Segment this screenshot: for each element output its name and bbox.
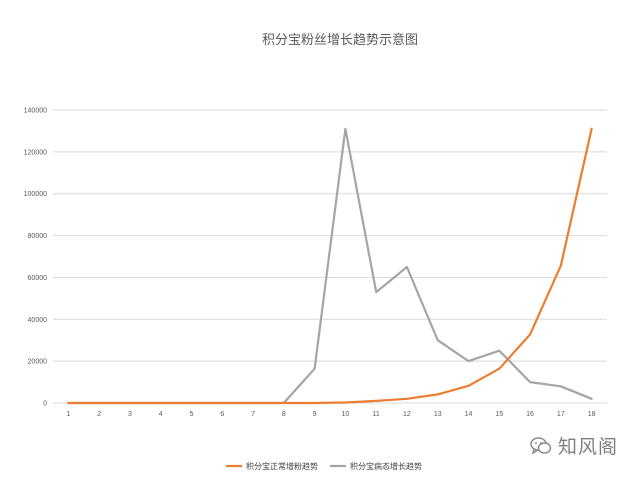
y-tick-label: 0 bbox=[43, 401, 47, 408]
y-tick-label: 40000 bbox=[28, 317, 48, 324]
y-tick-label: 20000 bbox=[28, 359, 48, 366]
x-tick-label: 16 bbox=[526, 411, 534, 418]
watermark-text: 知风阁 bbox=[557, 436, 618, 458]
watermark: 知风阁 bbox=[530, 432, 618, 459]
y-tick-label: 120000 bbox=[24, 149, 47, 156]
y-tick-label: 140000 bbox=[24, 108, 47, 115]
x-axis-ticks: 1 2 3 4 5 6 7 8 9 10 11 12 13 14 15 16 17 18 bbox=[66, 411, 595, 418]
y-axis-ticks: 0 20000 40000 60000 80000 100000 120000 140000 bbox=[24, 108, 47, 408]
legend-label: 积分宝正常增粉趋势 bbox=[246, 461, 318, 471]
x-tick-label: 1 bbox=[66, 411, 70, 418]
x-tick-label: 13 bbox=[434, 411, 442, 418]
series-line bbox=[67, 127, 593, 405]
series-lines bbox=[67, 127, 593, 405]
x-tick-label: 7 bbox=[251, 411, 255, 418]
x-tick-label: 3 bbox=[128, 411, 132, 418]
x-tick-label: 18 bbox=[588, 411, 596, 418]
x-tick-label: 8 bbox=[282, 411, 286, 418]
x-tick-label: 2 bbox=[97, 411, 101, 418]
x-tick-label: 10 bbox=[341, 411, 349, 418]
chart-title: 积分宝粉丝增长趋势示意图 bbox=[262, 32, 418, 48]
series-line bbox=[67, 127, 593, 405]
wechat-icon bbox=[530, 436, 552, 455]
x-tick-label: 6 bbox=[220, 411, 224, 418]
y-tick-label: 60000 bbox=[28, 275, 48, 282]
x-tick-label: 14 bbox=[465, 411, 473, 418]
legend-label: 积分宝病态增长趋势 bbox=[350, 461, 422, 471]
legend: 积分宝正常增粉趋势 积分宝病态增长趋势 bbox=[226, 461, 422, 471]
y-tick-label: 80000 bbox=[28, 233, 48, 240]
x-tick-label: 17 bbox=[557, 411, 565, 418]
x-tick-label: 5 bbox=[190, 411, 194, 418]
x-tick-label: 9 bbox=[313, 411, 317, 418]
x-tick-label: 11 bbox=[373, 411, 380, 418]
y-tick-label: 100000 bbox=[24, 191, 47, 198]
x-tick-label: 12 bbox=[403, 411, 411, 418]
grid-lines bbox=[53, 109, 607, 404]
x-tick-label: 15 bbox=[495, 411, 503, 418]
x-tick-label: 4 bbox=[159, 411, 163, 418]
